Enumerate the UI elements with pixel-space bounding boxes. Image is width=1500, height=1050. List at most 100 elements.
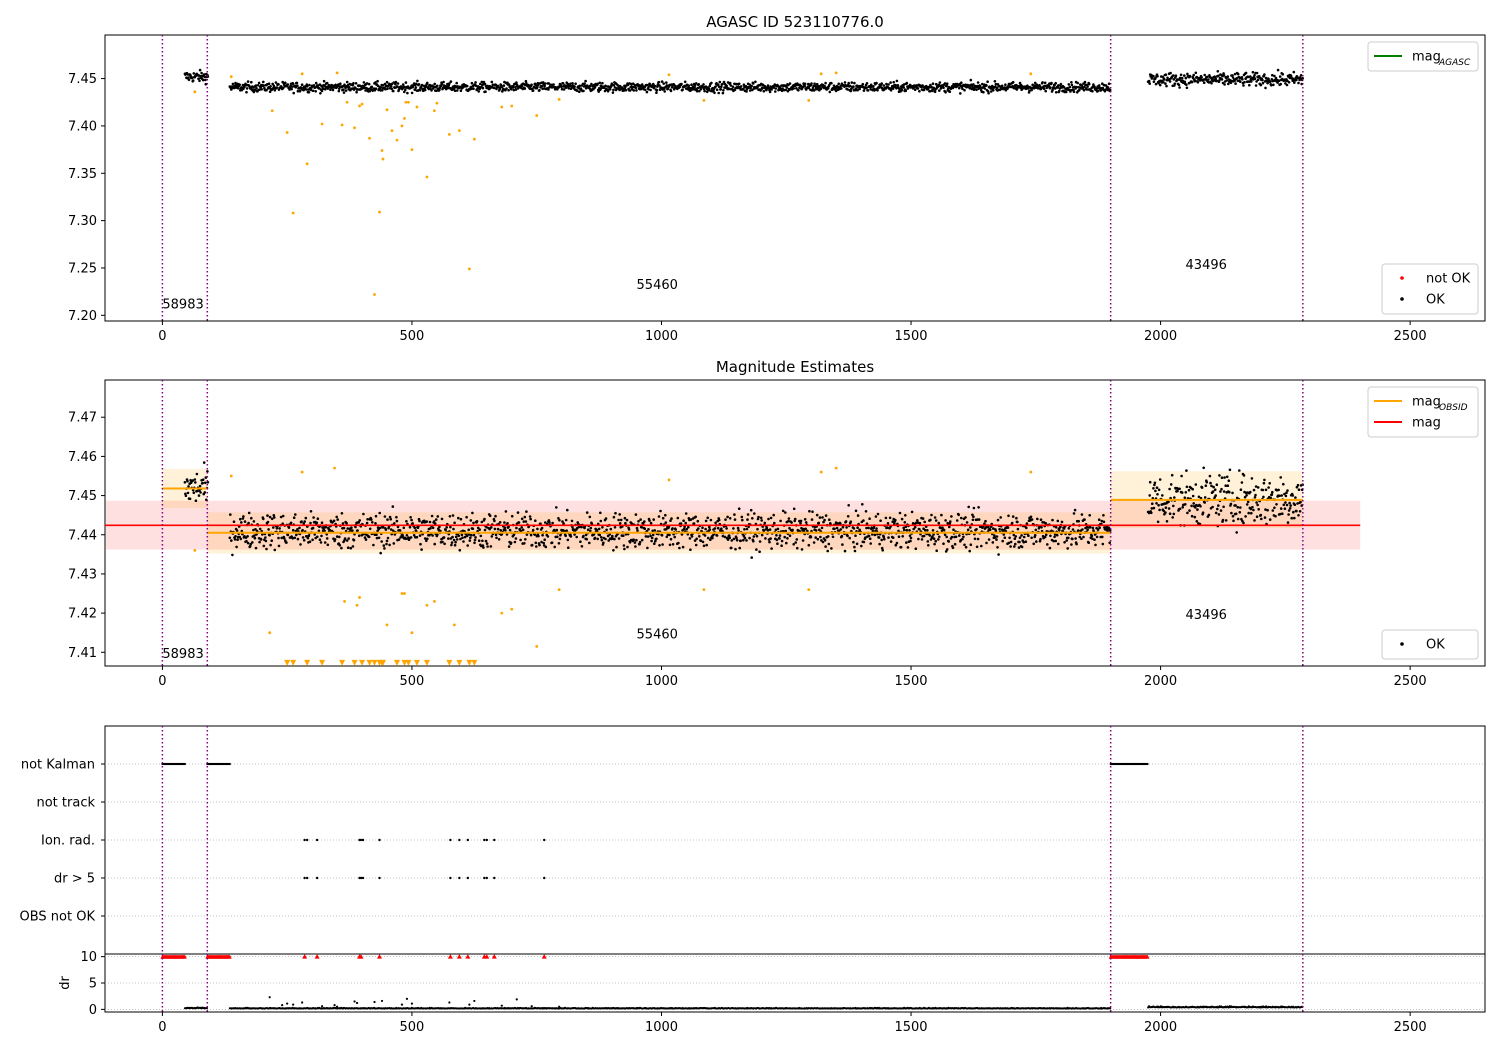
data-point — [613, 537, 616, 541]
data-point — [645, 90, 649, 94]
data-point — [794, 541, 797, 544]
data-point — [1072, 90, 1076, 94]
data-point — [883, 537, 886, 541]
data-point — [774, 87, 778, 90]
data-point — [682, 519, 685, 522]
data-point — [905, 541, 908, 544]
data-point — [452, 527, 455, 531]
data-point — [1223, 83, 1226, 86]
data-point — [727, 534, 731, 537]
data-point — [1241, 78, 1244, 81]
flag-point — [466, 876, 470, 880]
flag-point — [183, 762, 186, 766]
data-point — [1290, 516, 1293, 520]
data-point — [362, 512, 365, 516]
data-point — [1180, 491, 1184, 494]
data-point — [667, 478, 671, 482]
y-tick-label: 7.47 — [68, 411, 97, 426]
data-point — [613, 526, 617, 529]
data-point — [457, 516, 460, 520]
flag-category-label: not track — [36, 796, 95, 811]
data-point — [1075, 542, 1078, 546]
data-point — [1016, 520, 1019, 524]
below-range-marker — [359, 659, 366, 666]
data-point — [1263, 516, 1267, 519]
data-point — [384, 528, 388, 531]
data-point — [1152, 74, 1155, 78]
data-point — [1148, 480, 1152, 484]
data-point — [694, 543, 698, 547]
data-point — [423, 88, 427, 92]
data-point — [967, 505, 970, 509]
data-point — [508, 528, 512, 532]
data-point — [523, 515, 527, 519]
data-point — [986, 80, 989, 83]
data-point — [515, 81, 518, 84]
data-point — [1296, 483, 1300, 487]
data-point — [393, 522, 396, 525]
data-point — [229, 513, 232, 516]
data-point — [452, 538, 456, 542]
data-point — [703, 89, 706, 93]
data-point — [1297, 81, 1300, 85]
y-tick-label: 7.41 — [68, 646, 97, 661]
data-point — [740, 515, 744, 519]
data-point — [315, 521, 319, 524]
data-point — [881, 549, 884, 552]
data-point — [726, 515, 729, 519]
data-point — [368, 136, 371, 140]
data-point — [942, 528, 946, 532]
data-point — [964, 545, 968, 549]
data-point — [348, 86, 351, 89]
data-point — [1288, 507, 1292, 510]
data-point — [339, 82, 342, 85]
data-point — [803, 82, 807, 86]
data-point — [776, 542, 779, 545]
data-point — [1008, 536, 1011, 540]
data-point — [1253, 74, 1256, 77]
data-point — [860, 544, 863, 548]
data-point — [1275, 503, 1278, 506]
data-point — [589, 526, 593, 530]
data-point — [774, 90, 777, 93]
data-point — [1168, 512, 1172, 515]
data-point — [968, 549, 971, 553]
data-point — [562, 88, 566, 91]
data-point — [928, 89, 932, 93]
data-point — [507, 88, 510, 92]
data-point — [231, 82, 235, 86]
data-point — [440, 517, 444, 521]
data-point — [969, 85, 972, 89]
data-point — [418, 88, 422, 92]
data-point — [1252, 508, 1255, 512]
data-point — [613, 86, 617, 89]
data-point — [197, 77, 200, 80]
data-point — [272, 526, 275, 529]
data-point — [1057, 542, 1060, 546]
data-point — [420, 548, 423, 551]
data-point — [826, 535, 830, 538]
data-point — [400, 124, 404, 128]
data-point — [296, 528, 299, 531]
data-point — [1172, 504, 1175, 508]
data-point — [306, 536, 310, 540]
data-point — [769, 537, 772, 540]
data-point — [655, 91, 658, 94]
data-point — [807, 588, 811, 592]
data-point — [661, 543, 664, 546]
data-point — [396, 525, 400, 529]
data-point — [544, 545, 548, 549]
data-point — [1210, 81, 1213, 85]
data-point — [413, 88, 417, 91]
data-point — [499, 529, 503, 532]
data-point — [299, 543, 302, 546]
data-point — [1171, 516, 1174, 519]
data-point — [757, 515, 760, 519]
data-point — [308, 83, 311, 87]
data-point — [785, 86, 789, 89]
data-point — [1205, 480, 1209, 484]
data-point — [258, 527, 262, 531]
data-point — [500, 105, 504, 109]
data-point — [1253, 519, 1256, 522]
data-point — [1214, 511, 1218, 515]
